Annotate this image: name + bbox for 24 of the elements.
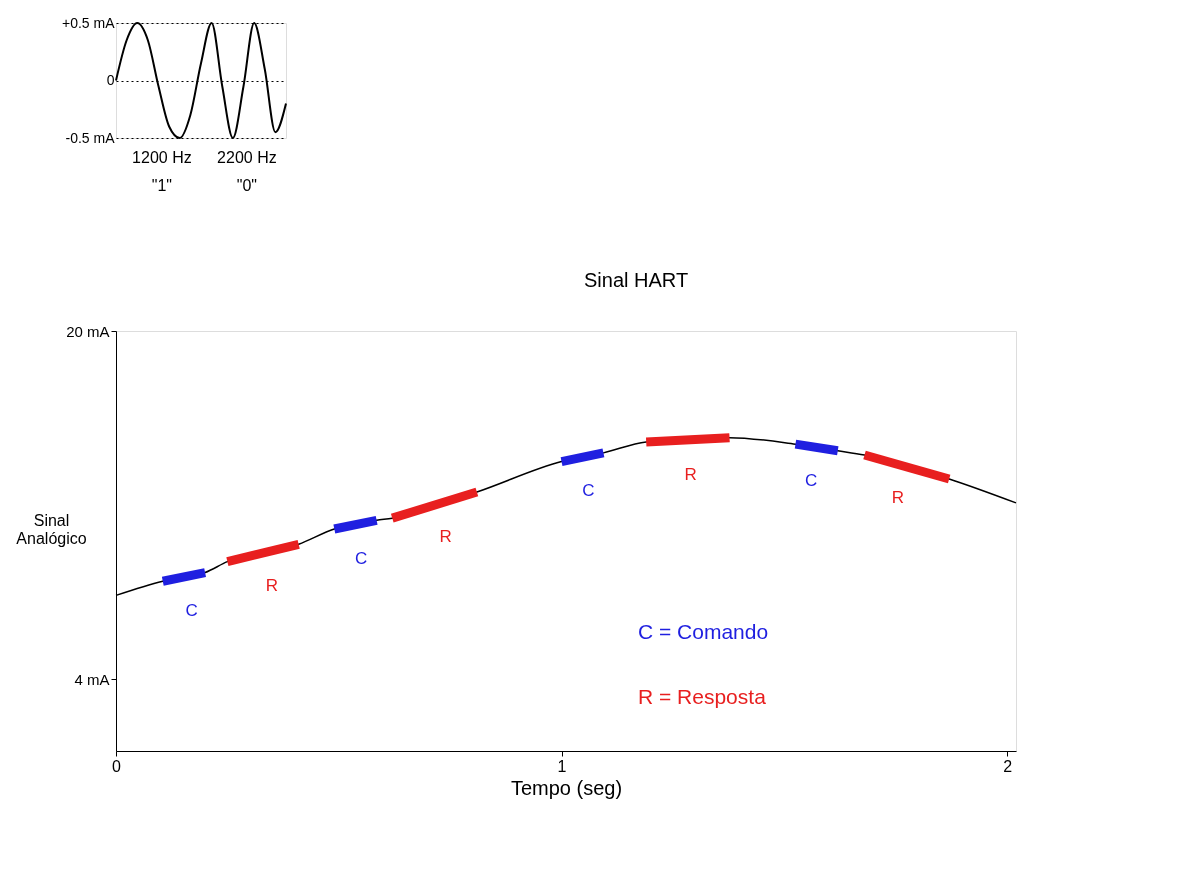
annotation: R [439,526,452,546]
annotation: C [582,481,595,501]
x-tick-label: 2 [1003,757,1013,775]
text: 2200 Hz [217,149,277,166]
annotation: R [265,575,279,595]
y-tick-label: 0 [106,72,115,88]
text: "0" [236,177,258,194]
y-tick-label: +0.5 mA [61,14,116,31]
x-tick-label: 1 [557,757,567,775]
text: R = Resposta [638,685,767,709]
annotation: C [804,471,818,491]
annotation: C [354,548,368,568]
annotation: C [185,600,198,620]
y-axis-title: Sinal Analógico [16,511,87,547]
y-tick-label: -0.5 mA [65,129,116,146]
y-tick-label: 4 mA [74,670,110,688]
text: C = Comando [638,620,769,644]
text: 1200 Hz [132,149,192,166]
text: "1" [151,177,173,194]
annotation: R [684,464,697,484]
annotation: R [891,487,905,507]
text: Sinal HART [584,269,689,291]
x-axis-title: Tempo (seg) [510,776,623,799]
y-tick-label: 20 mA [66,322,110,340]
